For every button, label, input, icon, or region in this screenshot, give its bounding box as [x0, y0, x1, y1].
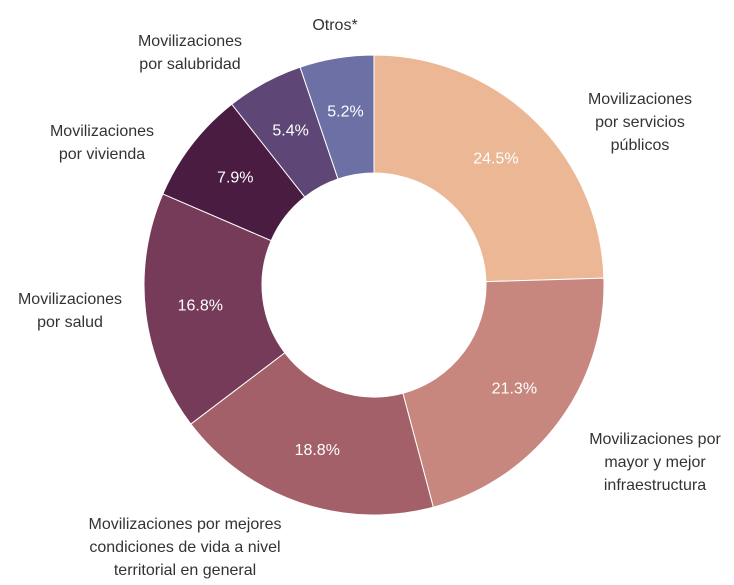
value-label: 5.4%: [272, 122, 308, 139]
slice: [402, 277, 605, 508]
value-label: 24.5%: [473, 151, 518, 168]
category-label: Movilizaciones por servicios públicos: [587, 91, 693, 154]
category-label: Movilizaciones por salubridad: [137, 33, 243, 73]
category-label: Movilizaciones por mayor y mejor infraes…: [589, 431, 721, 494]
category-label: Otros*: [312, 17, 358, 34]
value-label: 18.8%: [295, 442, 340, 459]
category-label: Movilizaciones por salud: [17, 291, 123, 331]
slice: [190, 352, 434, 516]
value-label: 16.8%: [178, 297, 223, 314]
value-label: 7.9%: [217, 170, 253, 187]
slice: [143, 193, 286, 425]
category-label: Movilizaciones por vivienda: [49, 123, 155, 163]
slice: [373, 54, 605, 283]
slice: [299, 54, 375, 180]
value-label: 21.3%: [492, 381, 537, 398]
value-label: 5.2%: [327, 104, 363, 121]
category-label: Movilizaciones por mejores condiciones d…: [88, 516, 282, 579]
